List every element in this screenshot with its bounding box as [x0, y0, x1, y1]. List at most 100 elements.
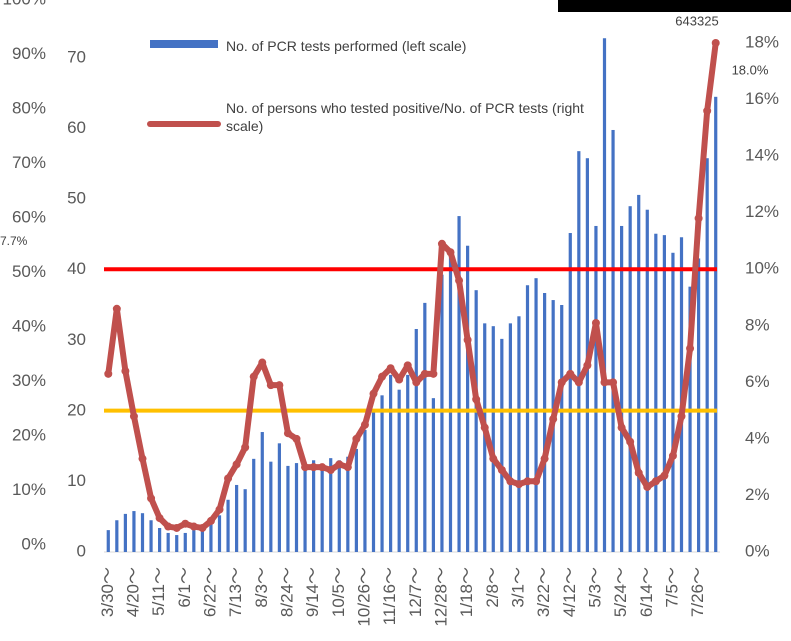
- bar: [543, 293, 547, 552]
- line-point: [403, 361, 412, 370]
- line-point: [429, 369, 438, 378]
- line-point: [378, 372, 387, 381]
- line-point: [643, 482, 652, 491]
- line-point: [600, 378, 609, 387]
- x-tick-label: 7/5～: [662, 567, 681, 608]
- line-point: [523, 477, 532, 486]
- bar: [714, 96, 718, 553]
- legend-swatch: [150, 40, 218, 48]
- line-point: [215, 505, 224, 514]
- x-tick-label: 7/13～: [226, 567, 245, 617]
- x-tick-label: 2/8～: [483, 567, 502, 608]
- bar: [140, 513, 145, 552]
- bar: [252, 458, 256, 552]
- bar: [337, 460, 341, 552]
- x-tick-label: 6/22～: [200, 567, 219, 617]
- legend-label: No. of persons who tested positive/No. o…: [226, 100, 584, 134]
- line-point: [591, 318, 600, 327]
- y2-tick-label: 18%: [745, 32, 779, 51]
- bar: [491, 326, 495, 552]
- bar: [200, 528, 204, 552]
- line-point: [532, 477, 541, 486]
- line-point: [249, 372, 258, 381]
- bar: [534, 278, 538, 552]
- line-point: [189, 522, 198, 531]
- bar: [354, 448, 358, 552]
- line-point: [711, 39, 720, 47]
- line-point: [283, 429, 292, 438]
- bar: [175, 535, 179, 552]
- bar: [406, 374, 410, 552]
- line-point: [497, 465, 506, 474]
- line-point: [574, 378, 583, 387]
- line-point: [181, 519, 190, 528]
- bar: [431, 398, 435, 552]
- outer-y-tick-label: 30%: [12, 371, 46, 390]
- line-point: [275, 381, 284, 390]
- bar: [192, 530, 196, 552]
- annotation: 18.0%: [732, 62, 769, 77]
- bar: [662, 235, 666, 553]
- outer-y-tick-label: 50%: [12, 262, 46, 281]
- bar: [423, 302, 427, 552]
- line-point: [668, 451, 677, 460]
- x-tick-label: 12/7～: [406, 567, 425, 617]
- bar: [697, 258, 701, 552]
- line-point: [412, 378, 421, 387]
- bar: [466, 245, 470, 552]
- line-point: [480, 423, 489, 432]
- line-point: [395, 375, 404, 384]
- line-point: [455, 276, 464, 285]
- annotation: 643325: [675, 13, 718, 28]
- x-tick-label: 3/30～: [98, 567, 117, 617]
- bar: [568, 233, 572, 552]
- bar: [525, 285, 530, 552]
- y2-tick-label: 14%: [745, 146, 779, 165]
- outer-y-tick-label: 90%: [12, 44, 46, 63]
- line-point: [232, 460, 241, 469]
- line-point: [540, 454, 549, 463]
- outer-y-tick-label: 100%: [3, 0, 46, 8]
- bar: [346, 456, 350, 552]
- line-point: [172, 523, 181, 532]
- x-tick-label: 3/1～: [508, 567, 527, 608]
- line-point: [506, 477, 515, 486]
- bar: [277, 443, 281, 552]
- x-tick-label: 1/18～: [457, 567, 476, 617]
- x-tick-label: 10/5～: [329, 567, 348, 617]
- y2-tick-label: 12%: [745, 202, 779, 221]
- bar: [671, 252, 675, 552]
- line-point: [360, 420, 369, 429]
- x-tick-label: 12/28～: [431, 567, 450, 627]
- y-tick-label: 10: [67, 471, 86, 490]
- line-point: [112, 304, 121, 313]
- x-tick-label: 8/3～: [252, 567, 271, 608]
- bar: [560, 305, 564, 552]
- annotation: 7.7%: [0, 234, 28, 248]
- x-tick-label: 6/1～: [175, 567, 194, 608]
- line-point: [164, 522, 173, 531]
- line-point: [198, 523, 207, 532]
- bar: [209, 523, 213, 552]
- line-point: [292, 434, 301, 443]
- line-point: [309, 463, 318, 472]
- bar: [508, 323, 512, 552]
- bar: [106, 530, 110, 552]
- bar: [363, 429, 367, 552]
- x-tick-label: 4/12～: [560, 567, 579, 617]
- x-tick-label: 9/14～: [303, 567, 322, 617]
- bar: [269, 461, 273, 552]
- line-point: [386, 364, 395, 373]
- x-tick-label: 4/20～: [123, 567, 142, 617]
- line-point: [694, 214, 703, 223]
- line-point: [703, 106, 712, 115]
- line-point: [155, 514, 164, 523]
- line-point: [566, 369, 575, 378]
- x-tick-label: 7/26～: [688, 567, 707, 617]
- y-tick-label: 70: [67, 47, 86, 66]
- line-point: [147, 494, 156, 503]
- bar: [380, 395, 384, 552]
- line-point: [660, 471, 669, 480]
